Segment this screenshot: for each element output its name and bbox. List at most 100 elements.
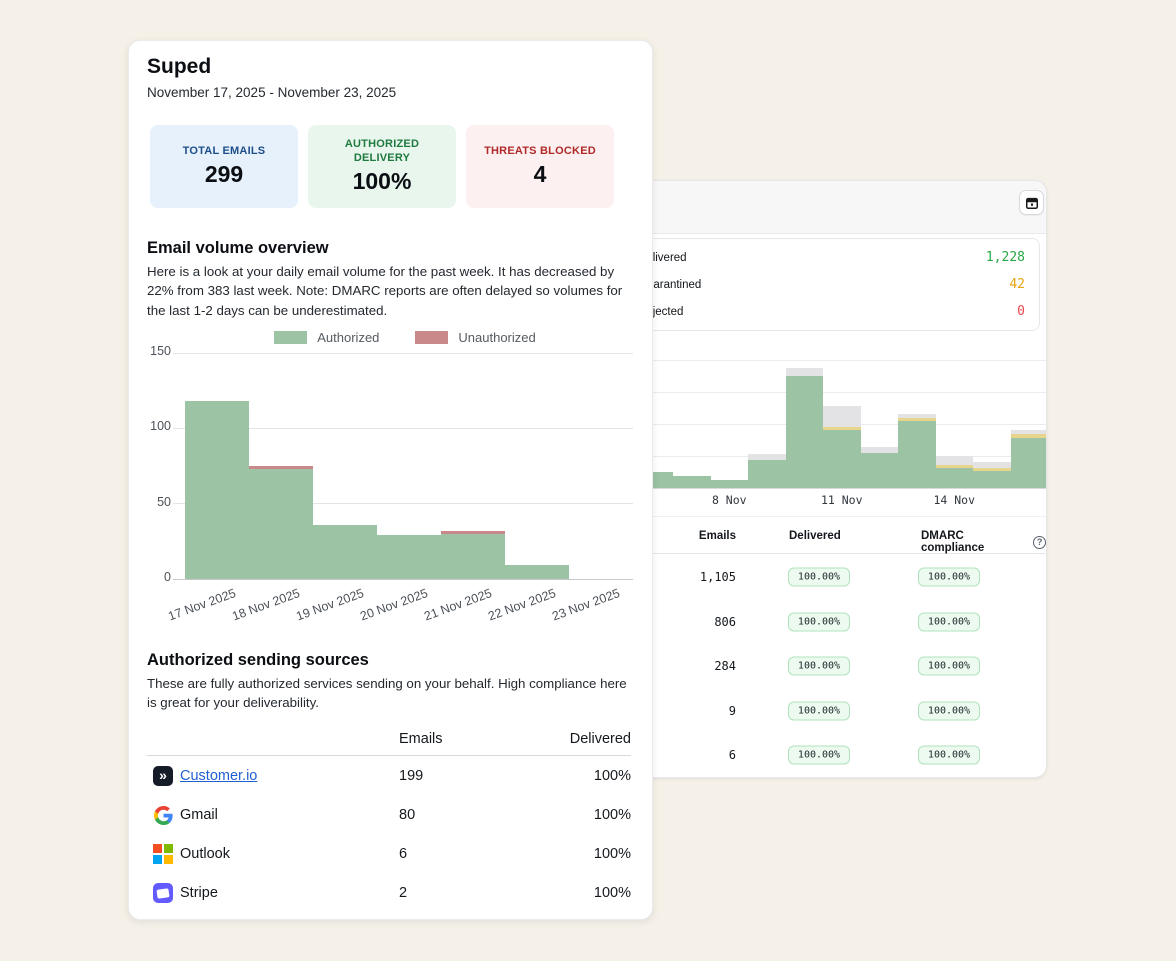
y-axis-tick: 150 (150, 344, 171, 358)
customerio-icon: » (153, 766, 173, 786)
x-axis-label: 21 Nov 2025 (422, 586, 494, 624)
emails-count: 806 (714, 614, 736, 629)
column-header-emails: Emails (698, 530, 736, 542)
source-emails-count: 199 (399, 768, 424, 784)
source-row: Stripe 2 100% (147, 874, 631, 913)
bar-segment-yellow (973, 468, 1011, 472)
bar-segment-gray (1010, 430, 1046, 435)
sources-section-heading: Authorized sending sources (147, 651, 369, 669)
dmarc-badge: 100.00% (918, 567, 980, 587)
column-header-dmarc-label: DMARC compliance (921, 530, 985, 554)
bar-segment-green (1010, 438, 1046, 488)
gmail-icon (153, 805, 173, 825)
stat-label: AUTHORIZED DELIVERY (344, 137, 420, 164)
bar-segment-gray (823, 406, 861, 428)
bar-segment-gray (860, 447, 898, 453)
x-axis-label: 19 Nov 2025 (294, 586, 366, 624)
source-delivered-pct: 100% (593, 768, 631, 784)
bar-segment-green (973, 471, 1011, 488)
delivered-badge: 100.00% (788, 745, 850, 765)
bar-segment-yellow (1010, 434, 1046, 439)
stripe-icon (153, 883, 173, 903)
column-header-delivered: Delivered (569, 731, 631, 747)
bar-segment-green (673, 476, 711, 488)
stat-card: THREATS BLOCKED 4 (466, 125, 614, 208)
bar-segment-green (785, 376, 823, 488)
x-axis-tick: 14 Nov (933, 493, 976, 507)
source-emails-count: 6 (399, 846, 408, 862)
source-name[interactable]: Customer.io (180, 768, 258, 784)
date-range-picker-button[interactable] (1019, 190, 1044, 215)
emails-count: 9 (728, 703, 736, 718)
bar-segment-yellow (823, 427, 861, 431)
page-title: Suped (147, 55, 212, 78)
legend-item[interactable]: Unauthorized (415, 330, 536, 345)
stat-label: TOTAL EMAILS (182, 144, 266, 157)
source-name: Outlook (180, 846, 230, 862)
x-axis-label: 17 Nov 2025 (166, 586, 238, 624)
dashboard-toolbar (615, 181, 1046, 234)
source-delivered-pct: 100% (593, 885, 631, 901)
legend-swatch (274, 331, 308, 344)
column-header-emails: Emails (399, 731, 443, 747)
bar-segment-green (898, 420, 936, 488)
bar-segment-green (860, 452, 898, 488)
stat-label: THREATS BLOCKED (484, 144, 596, 157)
dashboard-table: Emails Delivered DMARC compliance ? 1,10… (615, 516, 1046, 777)
source-delivered-pct: 100% (593, 846, 631, 862)
dmarc-badge: 100.00% (918, 701, 980, 721)
stats-row: TOTAL EMAILS 299 AUTHORIZED DELIVERY 100% TH… (150, 125, 614, 208)
bar-segment-green (823, 430, 861, 488)
chart-legend: Authorized Unauthorized (177, 330, 633, 345)
bar-segment-green (935, 468, 973, 488)
bar-segment-gray (748, 454, 786, 461)
dashboard-table-rows: 1,105 100.00% 100.00% 806 100.00% 100.00% 284 1… (615, 555, 1046, 777)
source-name: Gmail (180, 807, 218, 823)
legend-label: Unauthorized (458, 330, 536, 345)
bar-segment-green (710, 479, 748, 488)
outlook-icon (153, 844, 173, 864)
stat-card: TOTAL EMAILS 299 (150, 125, 298, 208)
dmarc-badge: 100.00% (918, 745, 980, 765)
bar-authorized (313, 524, 377, 579)
emails-count: 1,105 (699, 570, 736, 585)
suped-report-card: Suped November 17, 2025 - November 23, 2… (128, 40, 653, 920)
source-emails-count: 80 (399, 807, 416, 823)
bar-unauthorized (249, 466, 313, 470)
bar-segment-green (748, 460, 786, 488)
bar-segment-gray (785, 368, 823, 377)
x-axis-label: 20 Nov 2025 (358, 586, 430, 624)
delivery-summary-panel: Delivered 1,228 Quarantined 42 Rejected 0 (621, 238, 1040, 331)
legend-swatch (415, 331, 449, 344)
y-axis-tick: 50 (157, 494, 171, 509)
legend-item[interactable]: Authorized (274, 330, 379, 345)
summary-value: 1,228 (985, 250, 1025, 265)
source-row: » Customer.io 199 100% (147, 757, 631, 796)
dmarc-dashboard-card: Delivered 1,228 Quarantined 42 Rejected 0 8 N… (614, 180, 1047, 778)
bar-segment-gray (935, 456, 973, 466)
stat-value: 299 (204, 161, 244, 188)
stat-value: 100% (352, 168, 412, 195)
bar-authorized (441, 533, 505, 579)
table-row: 806 100.00% 100.00% (615, 600, 1046, 645)
x-axis-tick: 11 Nov (820, 493, 863, 507)
bar-segment-gray (898, 414, 936, 418)
gridline (173, 352, 633, 354)
calendar-icon (1025, 196, 1039, 210)
summary-value: 0 (1017, 304, 1025, 319)
stat-card: AUTHORIZED DELIVERY 100% (308, 125, 456, 208)
help-icon[interactable]: ? (1033, 535, 1046, 549)
email-volume-chart: 0 50 100 150 17 Nov 2025 18 Nov 2025 19 Nov 20… (150, 344, 633, 623)
emails-count: 6 (728, 748, 736, 763)
date-range: November 17, 2025 - November 23, 2025 (147, 85, 397, 100)
source-row: Outlook 6 100% (147, 835, 631, 874)
legend-label: Authorized (317, 330, 380, 345)
source-emails-count: 2 (399, 885, 408, 901)
dmarc-badge: 100.00% (918, 656, 980, 676)
sources-section-description: These are fully authorized services send… (147, 676, 627, 711)
bar-authorized (377, 535, 441, 579)
volume-section-description: Here is a look at your daily email volum… (147, 264, 623, 318)
delivered-badge: 100.00% (788, 612, 850, 632)
bar-unauthorized (441, 530, 505, 534)
